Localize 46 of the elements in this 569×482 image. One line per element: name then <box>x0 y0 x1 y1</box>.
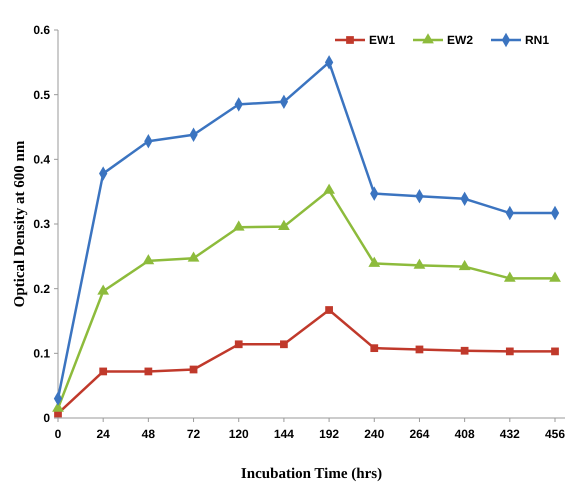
legend-label: EW1 <box>369 33 396 48</box>
x-tick-label: 0 <box>54 427 62 441</box>
x-tick-label: 144 <box>274 427 294 441</box>
point <box>551 348 559 356</box>
point <box>460 346 469 355</box>
x-tick-label: 192 <box>319 427 340 441</box>
point <box>280 340 288 348</box>
y-tick-label: 0.5 <box>33 88 50 102</box>
point <box>190 366 198 374</box>
point <box>234 340 243 348</box>
x-tick-label: 48 <box>142 427 156 441</box>
x-tick-label: 264 <box>409 427 430 441</box>
point <box>323 184 335 194</box>
point <box>504 272 516 282</box>
point <box>458 260 471 270</box>
legend-label: RN1 <box>525 33 550 48</box>
x-tick-label: 408 <box>454 427 475 441</box>
point <box>99 368 108 376</box>
point <box>368 256 380 267</box>
point <box>188 251 200 262</box>
legend-label: EW2 <box>447 33 474 48</box>
y-tick-label: 0.6 <box>33 23 50 38</box>
y-tick-label: 0.2 <box>33 282 50 296</box>
point <box>325 306 333 314</box>
x-tick-label: 120 <box>228 427 250 441</box>
y-axis-title: Optical Density at 600 nm <box>12 140 28 308</box>
x-tick-label: 456 <box>544 427 566 441</box>
x-axis-title: Incubation Time (hrs) <box>240 466 382 482</box>
point <box>97 284 110 295</box>
y-tick-label: 0.3 <box>33 217 50 232</box>
y-tick-label: 0.1 <box>33 346 50 361</box>
point <box>414 258 426 269</box>
x-tick-label: 24 <box>96 427 110 441</box>
point <box>278 220 290 230</box>
point <box>549 272 561 282</box>
x-tick-label: 240 <box>364 427 385 441</box>
x-tick-label: 432 <box>500 427 520 441</box>
point <box>232 220 245 231</box>
point <box>142 254 154 264</box>
point <box>144 368 152 376</box>
y-tick-label: 0.4 <box>33 152 50 167</box>
point <box>416 346 424 354</box>
x-tick-label: 72 <box>186 427 201 441</box>
point <box>506 348 514 356</box>
point <box>370 344 378 352</box>
y-tick-label: 0 <box>43 411 50 426</box>
